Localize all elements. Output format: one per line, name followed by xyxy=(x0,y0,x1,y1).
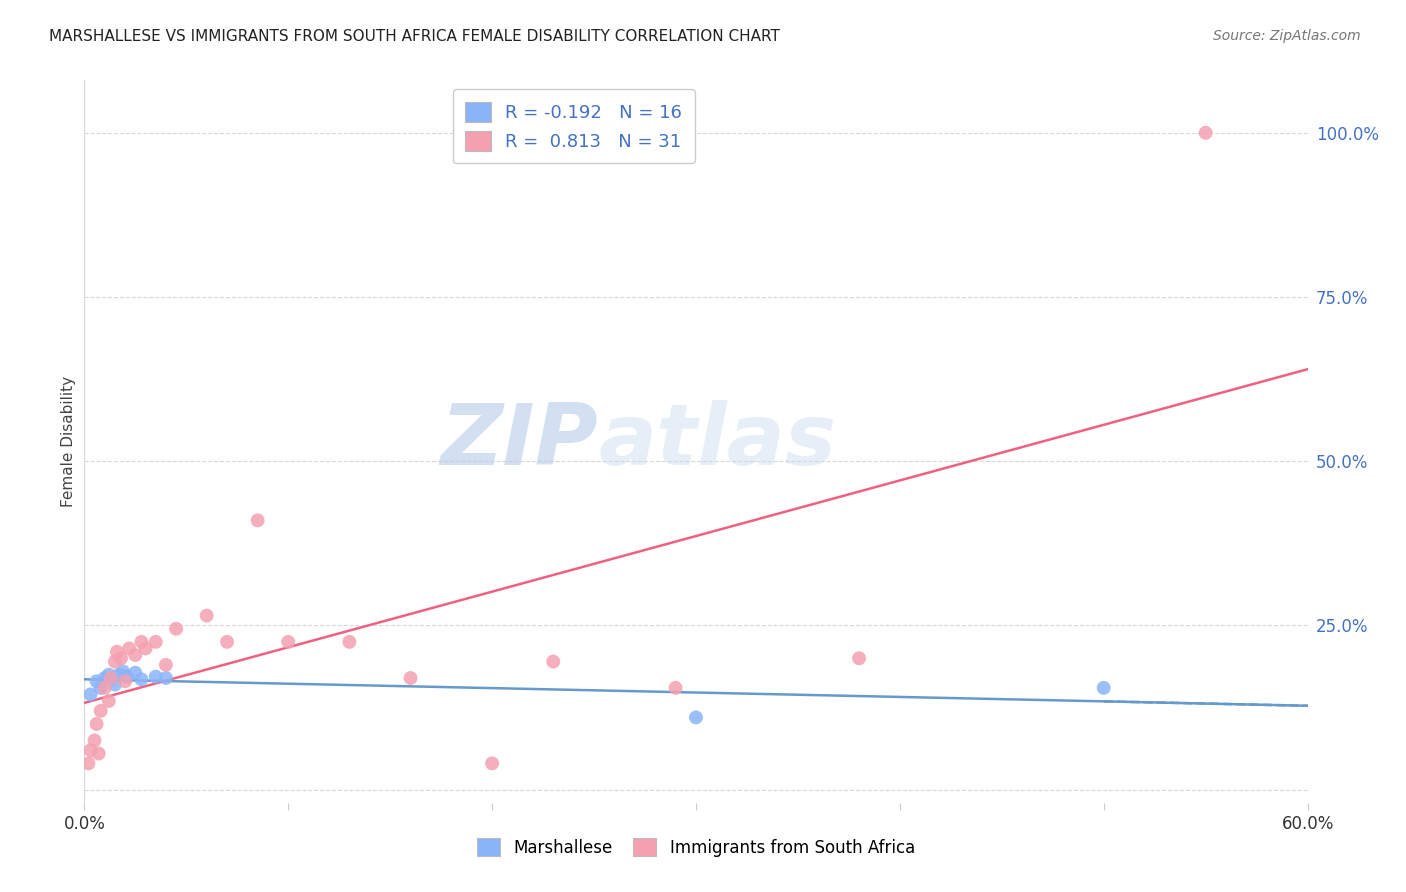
Point xyxy=(100,671,122,685)
Point xyxy=(114,674,136,689)
Point xyxy=(79,743,101,757)
Point xyxy=(155,671,177,685)
Point xyxy=(685,710,707,724)
Point xyxy=(246,513,269,527)
Point xyxy=(112,665,135,679)
Point xyxy=(79,687,101,701)
Legend: Marshallese, Immigrants from South Africa: Marshallese, Immigrants from South Afric… xyxy=(467,828,925,867)
Point xyxy=(277,635,299,649)
Point xyxy=(90,681,112,695)
Point xyxy=(110,651,132,665)
Point xyxy=(87,747,110,761)
Point xyxy=(399,671,422,685)
Text: Source: ZipAtlas.com: Source: ZipAtlas.com xyxy=(1213,29,1361,43)
Point xyxy=(77,756,100,771)
Point xyxy=(100,673,122,687)
Point xyxy=(848,651,870,665)
Point xyxy=(543,655,565,669)
Point xyxy=(124,648,146,662)
Point xyxy=(1092,681,1115,695)
Point xyxy=(145,670,167,684)
Point xyxy=(481,756,503,771)
Point xyxy=(86,674,108,689)
Point xyxy=(665,681,688,695)
Point xyxy=(86,717,108,731)
Point xyxy=(131,635,153,649)
Point xyxy=(145,635,167,649)
Text: ZIP: ZIP xyxy=(440,400,598,483)
Point xyxy=(93,671,115,685)
Point xyxy=(97,667,120,681)
Point xyxy=(124,665,146,680)
Point xyxy=(195,608,218,623)
Point xyxy=(118,641,141,656)
Point xyxy=(108,667,131,681)
Point xyxy=(135,641,157,656)
Point xyxy=(217,635,239,649)
Point xyxy=(131,673,153,687)
Point xyxy=(83,733,105,747)
Point xyxy=(339,635,361,649)
Point xyxy=(115,670,138,684)
Point xyxy=(155,657,177,672)
Point xyxy=(105,645,128,659)
Text: atlas: atlas xyxy=(598,400,837,483)
Text: MARSHALLESE VS IMMIGRANTS FROM SOUTH AFRICA FEMALE DISABILITY CORRELATION CHART: MARSHALLESE VS IMMIGRANTS FROM SOUTH AFR… xyxy=(49,29,780,44)
Point xyxy=(104,655,127,669)
Y-axis label: Female Disability: Female Disability xyxy=(60,376,76,508)
Point xyxy=(97,694,120,708)
Point xyxy=(93,681,115,695)
Point xyxy=(104,677,127,691)
Point xyxy=(1195,126,1218,140)
Point xyxy=(165,622,187,636)
Point xyxy=(90,704,112,718)
